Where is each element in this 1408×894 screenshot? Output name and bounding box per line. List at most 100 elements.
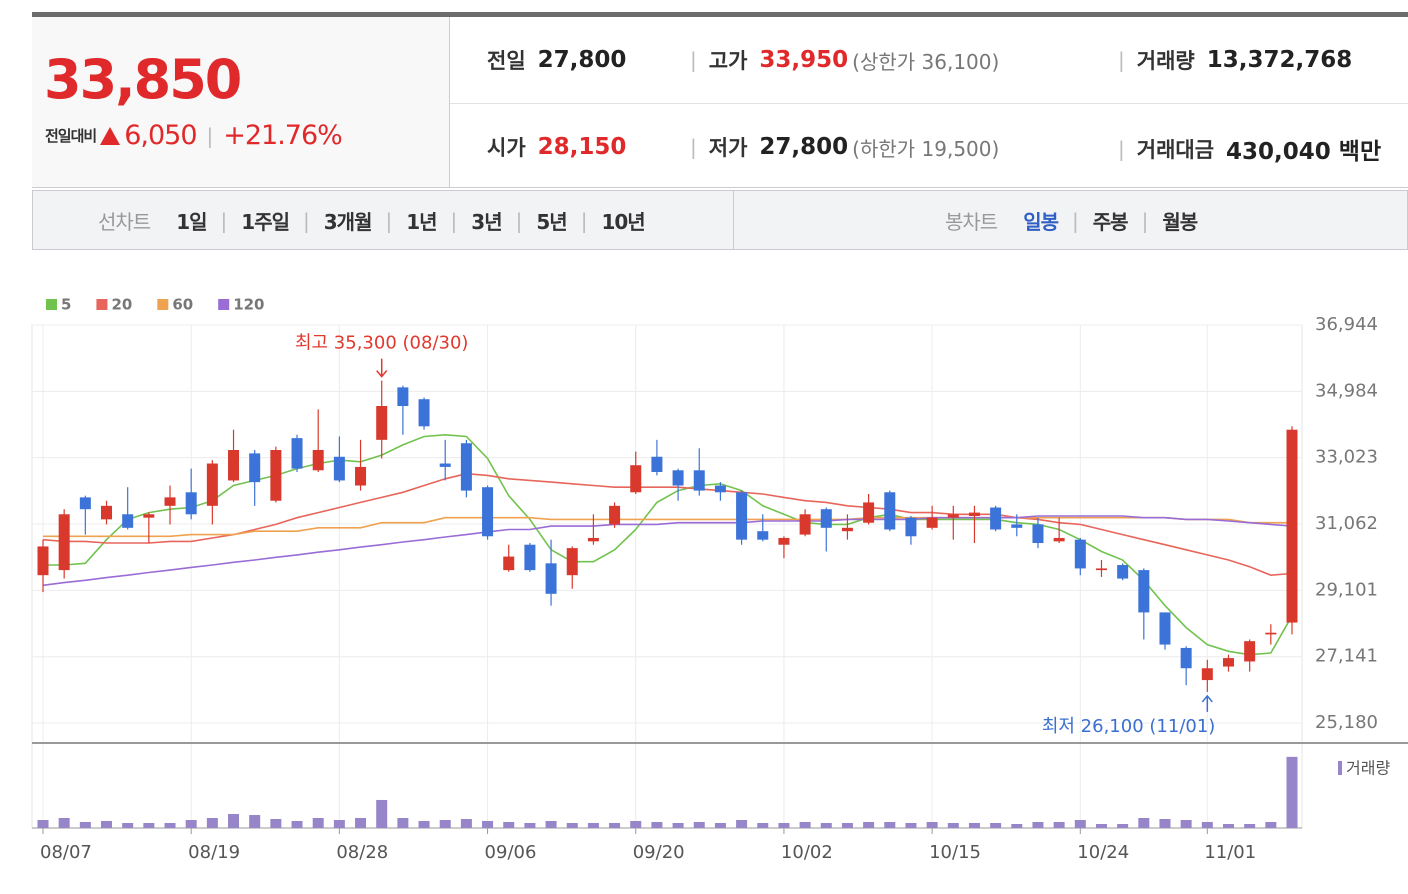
candle-tabs: 봉차트 일봉 | 주봉 | 월봉 (945, 206, 1198, 235)
field-note: (상한가 36,100) (852, 49, 1000, 74)
tab[interactable]: 일봉 (1023, 210, 1059, 234)
x-tick-label: 10/02 (781, 842, 833, 863)
ma-line (42, 515, 1293, 587)
volume-bar (693, 821, 705, 828)
volume-bar (482, 820, 494, 828)
candle-body (524, 544, 536, 571)
tab[interactable]: 5년 (536, 210, 567, 234)
volume-bar (333, 820, 345, 828)
candle-body (1201, 668, 1213, 681)
volume-bar (58, 817, 70, 828)
candle-body (736, 492, 748, 540)
separator: | (303, 208, 310, 233)
candle-body (1095, 568, 1107, 571)
legend-label: 5 (61, 296, 71, 314)
candle-body (482, 487, 494, 537)
separator: | (690, 48, 697, 72)
candle-body (312, 449, 324, 471)
volume-bar (1074, 820, 1086, 828)
tab[interactable]: 1년 (406, 210, 437, 234)
volume-bar (37, 820, 49, 828)
candle-body (122, 514, 134, 528)
volume-bar (270, 819, 282, 828)
x-tick-label: 09/06 (485, 842, 537, 863)
annotation-arrow (376, 358, 388, 378)
separator: | (515, 208, 523, 233)
field-label: 거래량 (1136, 49, 1195, 73)
volume-bar (122, 822, 134, 828)
volume-bar (609, 822, 621, 828)
volume-legend-icon (1338, 761, 1342, 775)
price-panel (32, 17, 450, 187)
legend-label: 60 (172, 296, 193, 314)
volume-bar (355, 817, 367, 828)
candle-body (1074, 539, 1086, 569)
volume-bar (439, 820, 451, 828)
field: | 고가 33,950 (상한가 36,100) (690, 45, 999, 75)
volume-bar (206, 817, 218, 828)
candle-body (1138, 570, 1150, 613)
candle-body (1286, 429, 1298, 623)
volume-bar (651, 821, 663, 828)
change-label: 전일대비 (45, 127, 97, 145)
volume-bar (101, 820, 113, 828)
y-tick-label: 34,984 (1315, 380, 1378, 401)
tab[interactable]: 10년 (601, 210, 645, 234)
tab[interactable]: 3년 (471, 210, 502, 234)
candle-body (990, 507, 1002, 530)
field-value: 28,150 (537, 134, 627, 160)
volume-bar (1244, 823, 1256, 828)
candle-body (693, 470, 705, 491)
volume-bar (1095, 823, 1107, 828)
volume-bar (1159, 819, 1171, 828)
candle-body (37, 546, 49, 576)
separator: | (450, 208, 458, 233)
candle-body (947, 514, 959, 518)
volume-bar (418, 820, 430, 828)
volume-bar (736, 820, 748, 828)
line-tabs: 선차트 1일 | 1주일 | 3개월 | 1년 | 3년 | 5년 | 10년 (98, 206, 646, 235)
candle-body (545, 563, 557, 594)
tab[interactable]: 1주일 (241, 210, 290, 234)
change: 6,050 (124, 120, 197, 151)
candle-body (1265, 632, 1277, 635)
tab[interactable]: 3개월 (323, 210, 373, 234)
field-label: 고가 (708, 49, 748, 73)
y-tick-label: 31,062 (1315, 513, 1378, 534)
candle-body (799, 514, 811, 535)
volume-bar (820, 822, 832, 828)
volume-legend: 거래량 (1346, 759, 1390, 778)
field-label: 전일 (487, 49, 526, 73)
separator: | (220, 208, 228, 233)
volume-bar (228, 814, 240, 828)
volume-bar (79, 821, 91, 828)
volume-bar (460, 819, 472, 828)
volume-bar (1222, 823, 1234, 828)
candle-body (439, 463, 451, 467)
legend-swatch (46, 299, 57, 310)
candle-body (1053, 537, 1065, 542)
tab[interactable]: 월봉 (1162, 210, 1198, 234)
candle-body (206, 463, 218, 506)
candle-body (185, 492, 197, 515)
x-tick-label: 10/24 (1077, 842, 1129, 863)
field: 시가 28,150 (487, 132, 626, 162)
candle-body (333, 456, 345, 481)
separator: | (1141, 208, 1149, 233)
candle-body (1117, 565, 1129, 579)
candle-body (714, 485, 726, 493)
tab[interactable]: 1일 (176, 210, 207, 234)
tab[interactable]: 주봉 (1092, 210, 1129, 234)
volume-bar (524, 822, 536, 828)
row-divider (450, 103, 1408, 104)
separator: | (206, 123, 214, 148)
candle-body (376, 406, 388, 440)
field: 전일 27,800 (487, 45, 626, 75)
x-tick-label: 08/07 (40, 842, 92, 863)
candle-body (397, 387, 409, 407)
candle-body (651, 456, 663, 472)
volume-bar (714, 822, 726, 828)
candle-body (79, 497, 91, 510)
up-icon (100, 126, 121, 145)
